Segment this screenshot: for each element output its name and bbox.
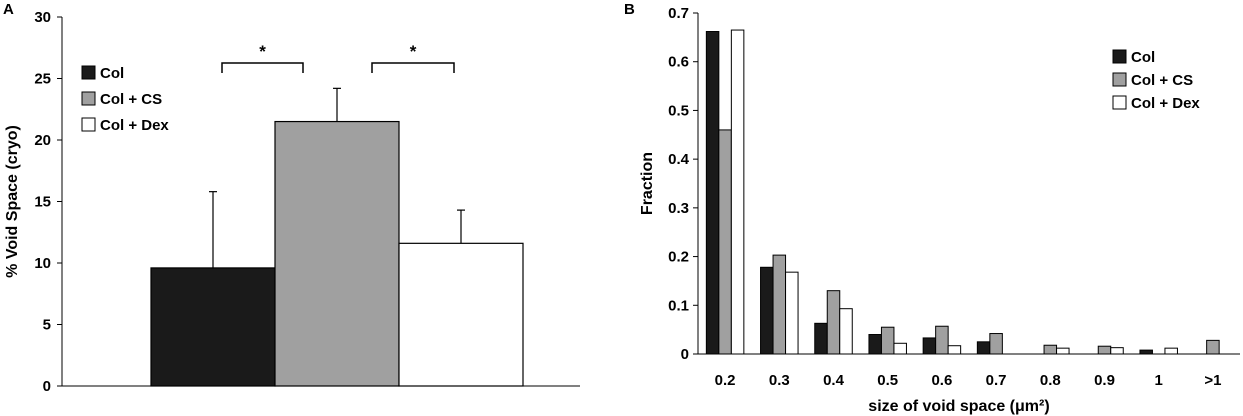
y-tick-label: 20 bbox=[34, 132, 51, 149]
bar-col-dex bbox=[1164, 347, 1178, 355]
y-tick-label: 0.4 bbox=[668, 151, 690, 168]
x-tick-label: 1 bbox=[1155, 372, 1163, 389]
x-tick-label: >1 bbox=[1204, 372, 1221, 389]
legend-swatch bbox=[1112, 72, 1127, 87]
legend-swatch bbox=[81, 91, 96, 106]
y-tick-label: 0.7 bbox=[668, 5, 689, 22]
bar-col-dex bbox=[785, 271, 799, 355]
significance-bracket bbox=[371, 62, 455, 73]
legend-label: Col + CS bbox=[100, 91, 162, 108]
y-tick-label: 0 bbox=[681, 346, 689, 363]
bar-col-cs bbox=[1206, 339, 1220, 355]
bar-col-dex bbox=[730, 29, 745, 355]
bar-col bbox=[976, 341, 991, 355]
bar-col bbox=[150, 267, 276, 387]
y-tick-label: 5 bbox=[43, 317, 51, 334]
y-tick-label: 30 bbox=[34, 9, 51, 26]
legend-label: Col + Dex bbox=[1131, 95, 1200, 112]
bar-col-cs bbox=[274, 120, 400, 387]
legend-label: Col + CS bbox=[1131, 72, 1193, 89]
x-tick-label: 0.4 bbox=[823, 372, 845, 389]
panel-b-chart: B 0 0.1 0.2 0.3 0.4 0.5 0.6 0.7 Fraction 0.2 0.3 0.4… bbox=[624, 1, 1240, 415]
bar-col bbox=[922, 337, 937, 355]
bar-col bbox=[868, 334, 882, 355]
x-tick-label: 0.2 bbox=[715, 372, 736, 389]
significance-label: * bbox=[259, 42, 266, 61]
x-tick-label: 0.5 bbox=[877, 372, 898, 389]
legend-swatch bbox=[81, 65, 96, 80]
x-tick-label: 0.9 bbox=[1094, 372, 1115, 389]
bar-col-dex bbox=[893, 342, 907, 355]
y-tick-label: 25 bbox=[34, 71, 51, 88]
y-tick-label: 0.1 bbox=[668, 297, 689, 314]
y-tick-label: 0.6 bbox=[668, 54, 689, 71]
x-tick-label: 0.8 bbox=[1040, 372, 1061, 389]
x-axis-label: size of void space (μm²) bbox=[868, 398, 1049, 415]
bar-col-cs bbox=[935, 325, 949, 355]
bar-col-dex bbox=[839, 308, 853, 355]
y-tick-label: 0.3 bbox=[668, 200, 689, 217]
bar-col-cs bbox=[1097, 345, 1112, 355]
bar-col-cs bbox=[880, 326, 895, 355]
y-tick-label: 0 bbox=[43, 378, 51, 395]
y-axis-label: Fraction bbox=[639, 152, 656, 215]
bar-col-dex bbox=[947, 345, 962, 355]
x-tick-label: 0.3 bbox=[769, 372, 790, 389]
legend-swatch bbox=[1112, 95, 1127, 110]
bar-col bbox=[814, 322, 828, 355]
legend-label: Col bbox=[100, 65, 124, 82]
bar-col-cs bbox=[826, 290, 841, 355]
panel-b-letter: B bbox=[624, 1, 635, 18]
significance-label: * bbox=[410, 42, 417, 61]
bar-col-cs bbox=[718, 129, 732, 355]
y-tick-label: 0.5 bbox=[668, 102, 689, 119]
bar-col-cs bbox=[1043, 344, 1058, 355]
legend-swatch bbox=[81, 117, 96, 132]
bar-col-dex bbox=[1110, 347, 1124, 355]
legend-label: Col + Dex bbox=[100, 117, 169, 134]
bar-col-dex bbox=[1056, 347, 1070, 355]
legend-swatch bbox=[1112, 49, 1127, 64]
bar-col bbox=[705, 31, 720, 355]
bar-col bbox=[760, 266, 774, 355]
y-tick-label: 15 bbox=[34, 194, 51, 211]
panel-a-chart: A 0 5 10 15 20 25 30 % Void Space (cryo) * * Col Col… bbox=[3, 1, 580, 395]
significance-bracket bbox=[221, 62, 304, 73]
panel-a-letter: A bbox=[3, 1, 14, 18]
x-tick-label: 0.7 bbox=[986, 372, 1007, 389]
bar-col bbox=[1139, 349, 1153, 355]
y-tick-label: 10 bbox=[34, 255, 51, 272]
bar-col-cs bbox=[772, 254, 787, 355]
legend-label: Col bbox=[1131, 49, 1155, 66]
x-tick-label: 0.6 bbox=[931, 372, 952, 389]
y-axis-label: % Void Space (cryo) bbox=[4, 125, 21, 278]
bar-col-cs bbox=[989, 333, 1003, 355]
bar-col-dex bbox=[398, 242, 524, 387]
y-tick-label: 0.2 bbox=[668, 249, 689, 266]
